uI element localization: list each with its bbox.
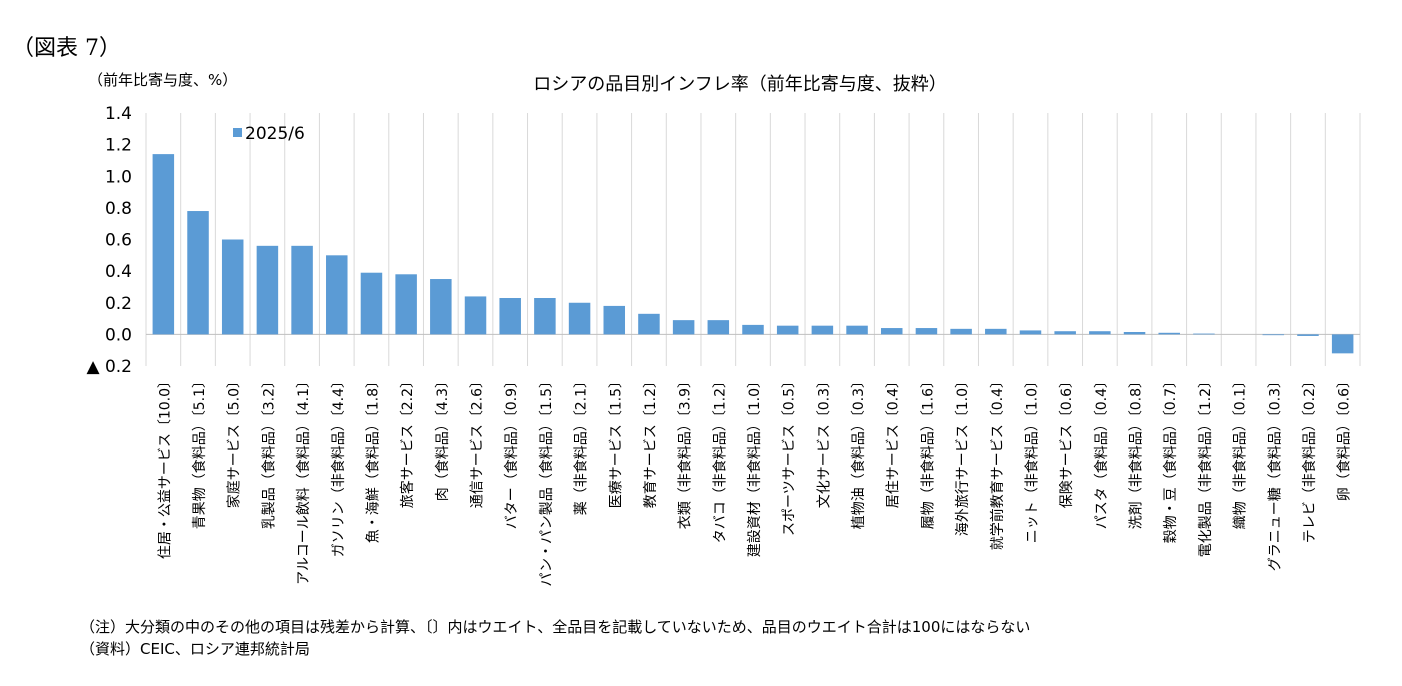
x-tick-label: 肉（食料品）〔4.3〕 <box>434 374 451 501</box>
bar <box>1331 334 1354 354</box>
y-axis: 1.4 1.2 1.0 0.8 0.6 0.4 0.2 0.0 ▲ 0.2 <box>86 104 132 377</box>
x-tick-label: ニット（非食料品）〔1.0〕 <box>1023 374 1040 543</box>
x-tick-label: 就学前教育サービス〔0.4〕 <box>989 374 1006 550</box>
bar <box>499 298 521 335</box>
bar <box>603 305 626 335</box>
x-axis-labels: 住居・公益サービス〔10.0〕 青果物（食料品）〔5.1〕 家庭サービス〔5.0〕乳… <box>157 374 1352 587</box>
x-tick-label: グラニュー糖（食料品）〔0.3〕 <box>1266 374 1283 571</box>
x-tick-label: 薬（非食料品）〔2.1〕 <box>573 374 590 515</box>
bar <box>152 154 175 335</box>
bar <box>1262 334 1285 336</box>
x-tick-label: 海外旅行サービス〔1.0〕 <box>955 374 971 536</box>
x-tick-label: パン・パン製品（食料品）〔1.5〕 <box>538 374 555 587</box>
bar <box>256 245 279 335</box>
y-tick-label: 1.4 <box>105 104 132 124</box>
x-tick-label: 建設資材（非食料品）〔1.0〕 <box>746 374 763 557</box>
bar <box>880 328 903 335</box>
x-tick-label: 衣類（非食料品）〔3.9〕 <box>677 374 694 529</box>
x-tick-label: 旅客サービス〔2.2〕 <box>399 374 416 508</box>
x-tick-label: 織物（非食料品）〔0.1〕 <box>1232 374 1249 529</box>
x-tick-label: 穀物・豆（食料品）〔0.7〕 <box>1162 374 1179 543</box>
x-tick-label: テレビ（非食料品）〔0.2〕 <box>1301 374 1318 543</box>
bar <box>1193 333 1215 335</box>
x-tick-label: 卵（食料品）〔0.6〕 <box>1336 374 1353 501</box>
bar-chart: 1.4 1.2 1.0 0.8 0.6 0.4 0.2 0.0 ▲ 0.2 住居・公益サービス〔… <box>86 104 1361 587</box>
x-tick-label: 保険サービス〔0.6〕 <box>1059 374 1075 508</box>
y-tick-label: 0.2 <box>105 294 132 314</box>
bar <box>915 328 938 335</box>
bar <box>846 325 868 335</box>
x-tick-label: 青果物（食料品）〔5.1〕 <box>191 374 208 529</box>
bar <box>1019 330 1042 335</box>
chart-title: ロシアの品目別インフレ率（前年比寄与度、抜粋） <box>533 74 947 95</box>
x-tick-label: 乳製品（食料品）〔3.2〕 <box>260 374 277 529</box>
x-tick-label: 教育サービス〔1.2〕 <box>643 374 659 508</box>
legend-label: 2025/6 <box>245 124 305 144</box>
bar <box>187 211 209 335</box>
bar <box>1054 331 1076 335</box>
bar <box>430 279 452 335</box>
y-tick-label: 0.8 <box>105 199 132 219</box>
note-line: （注）大分類の中のその他の項目は残差から計算、〔〕内はウエイト、全品目を記載して… <box>80 618 1031 636</box>
y-tick-label: ▲ 0.2 <box>86 357 132 377</box>
bar <box>1297 334 1319 336</box>
bar <box>776 325 799 335</box>
x-tick-label: 電化製品（非食料品）〔1.2〕 <box>1197 374 1214 557</box>
x-tick-label: タバコ（非食料品）〔1.2〕 <box>711 374 728 543</box>
bar <box>326 255 348 335</box>
bar <box>395 274 417 335</box>
y-axis-unit-label: （前年比寄与度、%） <box>88 71 238 89</box>
legend-swatch <box>233 128 242 137</box>
source-line: （資料）CEIC、ロシア連邦統計局 <box>80 640 310 658</box>
notes: （注）大分類の中のその他の項目は残差から計算、〔〕内はウエイト、全品目を記載して… <box>80 616 1030 660</box>
x-tick-label: パスタ（食料品）〔0.4〕 <box>1093 374 1110 529</box>
x-tick-label: 履物（非食料品）〔1.6〕 <box>919 374 936 529</box>
bars <box>152 154 1354 354</box>
x-tick-label: 植物油（食料品）〔0.3〕 <box>850 374 867 529</box>
y-tick-label: 1.2 <box>105 136 132 156</box>
x-tick-label: 居住サービス〔0.4〕 <box>886 374 902 508</box>
bar <box>950 328 972 335</box>
bar <box>672 320 695 335</box>
bar <box>742 324 764 335</box>
bar <box>568 302 591 335</box>
bar <box>707 320 730 335</box>
bar <box>534 298 556 335</box>
bar <box>221 239 244 335</box>
y-tick-label: 0.0 <box>105 325 132 345</box>
legend: 2025/6 <box>233 124 305 144</box>
x-tick-label: 通信サービス〔2.6〕 <box>470 374 486 508</box>
bar <box>464 296 487 335</box>
bar <box>811 325 834 335</box>
x-tick-label: 洗剤（非食料品）〔0.8〕 <box>1128 374 1145 529</box>
x-tick-label: 魚・海鮮（食料品）〔1.8〕 <box>364 374 381 543</box>
bar <box>1089 331 1111 335</box>
x-tick-label: 医療サービス〔1.5〕 <box>607 374 624 508</box>
x-tick-label: 文化サービス〔0.3〕 <box>816 374 832 508</box>
figure-label: （図表 7） <box>12 36 121 61</box>
x-tick-label: ガソリン（非食料品）〔4.4〕 <box>330 374 347 557</box>
x-tick-label: バター（食料品）〔0.9〕 <box>503 374 520 529</box>
bar <box>638 313 660 335</box>
x-tick-label: アルコール飲料（食料品）〔4.1〕 <box>295 374 312 585</box>
bar <box>1123 332 1146 335</box>
gridlines <box>145 113 1361 366</box>
bar <box>1158 332 1180 335</box>
y-tick-label: 1.0 <box>105 167 132 187</box>
y-tick-label: 0.6 <box>105 231 132 251</box>
bar <box>360 272 383 335</box>
y-tick-label: 0.4 <box>105 262 132 282</box>
bar <box>985 328 1007 335</box>
x-tick-label: スポーツサービス〔0.5〕 <box>782 374 798 536</box>
x-tick-label: 住居・公益サービス〔10.0〕 <box>157 374 173 559</box>
x-tick-label: 家庭サービス〔5.0〕 <box>226 374 243 508</box>
bar <box>291 245 313 335</box>
